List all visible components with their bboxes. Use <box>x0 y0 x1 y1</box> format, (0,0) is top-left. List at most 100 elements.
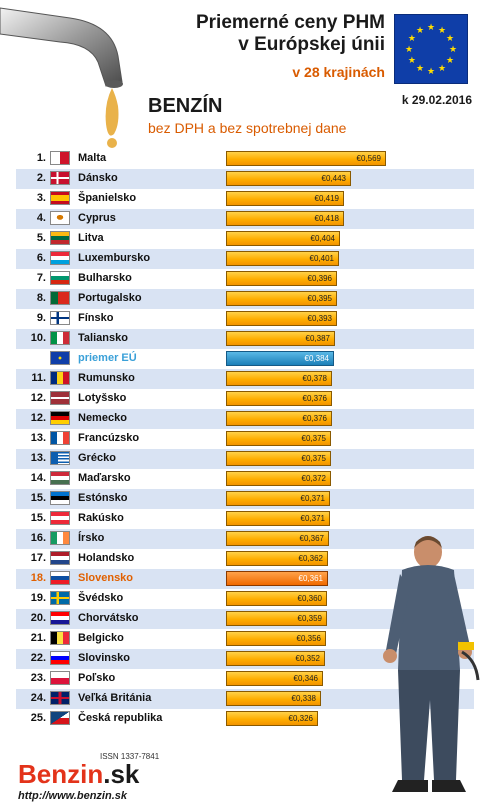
worker-illustration <box>383 536 480 792</box>
country-name: Rumunsko <box>78 372 135 384</box>
title-line-2: v Európskej únii <box>238 34 385 55</box>
country-name: Fínsko <box>78 312 114 324</box>
table-row: 20. Chorvátsko €0,359 <box>16 609 474 629</box>
site-url-link[interactable]: http://www.benzin.sk <box>18 790 127 802</box>
cyprus-flag-icon <box>50 211 70 225</box>
table-row: 1. Malta €0,569 <box>16 149 474 169</box>
table-row: 19. Švédsko €0,360 <box>16 589 474 609</box>
price-value-label: €0,418 <box>314 214 339 223</box>
price-value-label: €0,371 <box>300 514 325 523</box>
price-value-label: €0,359 <box>297 614 322 623</box>
slovenia-flag-icon <box>50 651 70 665</box>
price-bar: €0,352 <box>226 651 325 666</box>
table-row: 11. Rumunsko €0,378 <box>16 369 474 389</box>
table-row: 12. Lotyšsko €0,376 <box>16 389 474 409</box>
country-name: Estónsko <box>78 492 128 504</box>
poland-flag-icon <box>50 671 70 685</box>
price-value-label: €0,387 <box>305 334 330 343</box>
price-bar: €0,367 <box>226 531 329 546</box>
page-title: Priemerné ceny PHM v Európskej únii <box>120 12 385 56</box>
eu-star: ★ <box>405 44 413 54</box>
slovakia-flag-icon <box>50 571 70 585</box>
brand-suffix: .sk <box>103 759 140 789</box>
price-bar: €0,393 <box>226 311 337 326</box>
eu-star: ★ <box>438 25 446 35</box>
bulgaria-flag-icon <box>50 271 70 285</box>
country-name: Malta <box>78 152 107 164</box>
country-name: Portugalsko <box>78 292 142 304</box>
price-value-label: €0,356 <box>296 634 321 643</box>
eu-star: ★ <box>449 44 457 54</box>
price-bar: €0,338 <box>226 691 321 706</box>
finland-flag-icon <box>50 311 70 325</box>
price-value-label: €0,361 <box>298 574 323 583</box>
table-row: 5. Litva €0,404 <box>16 229 474 249</box>
price-bar: €0,372 <box>226 471 331 486</box>
croatia-flag-icon <box>50 611 70 625</box>
rank-label: 6. <box>36 252 46 264</box>
country-name: Bulharsko <box>78 272 132 284</box>
table-row: 18. Slovensko €0,361 <box>16 569 474 589</box>
rank-label: 23. <box>30 672 46 684</box>
price-value-label: €0,346 <box>293 674 318 683</box>
fuel-nozzle-icon <box>0 7 123 148</box>
country-name: Holandsko <box>78 552 135 564</box>
rank-label: 7. <box>36 272 46 284</box>
eu-flag-icon <box>50 351 70 365</box>
table-row: 8. Portugalsko €0,395 <box>16 289 474 309</box>
eu-star: ★ <box>416 63 424 73</box>
table-row: priemer EÚ €0,384 <box>16 349 474 369</box>
price-bar: €0,376 <box>226 411 332 426</box>
country-name: Luxembursko <box>78 252 151 264</box>
table-row: 4. Cyprus €0,418 <box>16 209 474 229</box>
rank-label: 8. <box>36 292 46 304</box>
spain-flag-icon <box>50 191 70 205</box>
table-row: 25. Česká republika €0,326 <box>16 709 474 729</box>
czech-flag-icon <box>50 711 70 725</box>
rank-label: 15. <box>30 492 46 504</box>
brand-logo[interactable]: Benzin.sk <box>18 759 139 790</box>
table-row: 13. Francúzsko €0,375 <box>16 429 474 449</box>
price-value-label: €0,393 <box>307 314 332 323</box>
rank-label: 14. <box>30 472 46 484</box>
table-row: 2. Dánsko €0,443 <box>16 169 474 189</box>
price-table: 1. Malta €0,569 2. Dánsko €0,443 3. Španielsko €… <box>16 149 474 741</box>
price-bar: €0,396 <box>226 271 337 286</box>
country-name: Rakúsko <box>78 512 124 524</box>
table-row: 9. Fínsko €0,393 <box>16 309 474 329</box>
price-bar: €0,326 <box>226 711 318 726</box>
country-name: Španielsko <box>78 192 137 204</box>
country-name: Cyprus <box>78 212 116 224</box>
issn-label: ISSN 1337-7841 <box>100 752 160 761</box>
table-row: 22. Slovinsko €0,352 <box>16 649 474 669</box>
rank-label: 10. <box>30 332 46 344</box>
country-name: Poľsko <box>78 672 116 684</box>
country-name: Belgicko <box>78 632 124 644</box>
italy-flag-icon <box>50 331 70 345</box>
rank-label: 24. <box>30 692 46 704</box>
lithuania-flag-icon <box>50 231 70 245</box>
table-row: 17. Holandsko €0,362 <box>16 549 474 569</box>
table-row: 14. Maďarsko €0,372 <box>16 469 474 489</box>
ireland-flag-icon <box>50 531 70 545</box>
portugal-flag-icon <box>50 291 70 305</box>
price-bar: €0,419 <box>226 191 344 206</box>
country-name: Dánsko <box>78 172 118 184</box>
malta-flag-icon <box>50 151 70 165</box>
denmark-flag-icon <box>50 171 70 185</box>
hungary-flag-icon <box>50 471 70 485</box>
country-name: Grécko <box>78 452 116 464</box>
eu-star: ★ <box>408 55 416 65</box>
country-name: Írsko <box>78 532 105 544</box>
eu-star: ★ <box>446 55 454 65</box>
price-value-label: €0,384 <box>304 354 329 363</box>
country-name: Česká republika <box>78 712 163 724</box>
price-value-label: €0,395 <box>307 294 332 303</box>
table-row: 23. Poľsko €0,346 <box>16 669 474 689</box>
price-value-label: €0,376 <box>302 414 327 423</box>
price-value-label: €0,338 <box>291 694 316 703</box>
price-value-label: €0,378 <box>302 374 327 383</box>
price-bar: €0,359 <box>226 611 327 626</box>
price-bar: €0,569 <box>226 151 386 166</box>
rank-label: 2. <box>36 172 46 184</box>
